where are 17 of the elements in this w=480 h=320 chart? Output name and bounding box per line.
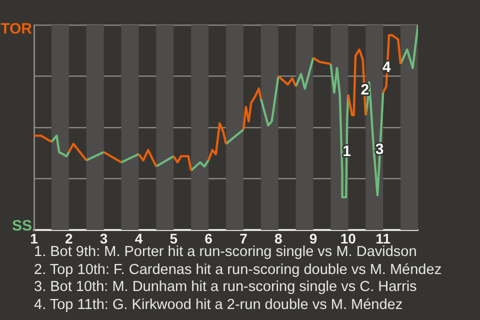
x-tick-label: 10 [340,230,356,246]
text: 1. Bot 9th: M. Porter hit a run-scoring single vs M. Davidson [34,244,418,262]
x-tick-label: 2 [65,230,74,246]
x-tick-label: 1 [30,230,38,246]
text: 4. Top 11th: G. Kirkwood hit a 2-run double vs M. Méndez [34,296,404,314]
x-tick-label: 4 [134,230,143,246]
text: 2. Top 10th: F. Cardenas hit a run-scoring double vs M. Méndez [34,262,442,279]
text: SS [12,218,32,235]
x-tick-label: 5 [170,230,178,246]
x-tick-label: 9 [309,230,318,246]
x-tick-label: 3 [100,230,108,246]
x-tick-label: 7 [240,230,248,246]
text: TOR [0,20,32,38]
x-tick-label: 6 [204,230,213,246]
x-tick-label: 11 [376,230,391,246]
text: 3. Bot 10th: M. Dunham hit a run-scoring single vs C. Harris [34,279,418,296]
x-tick-label: 8 [274,230,282,246]
